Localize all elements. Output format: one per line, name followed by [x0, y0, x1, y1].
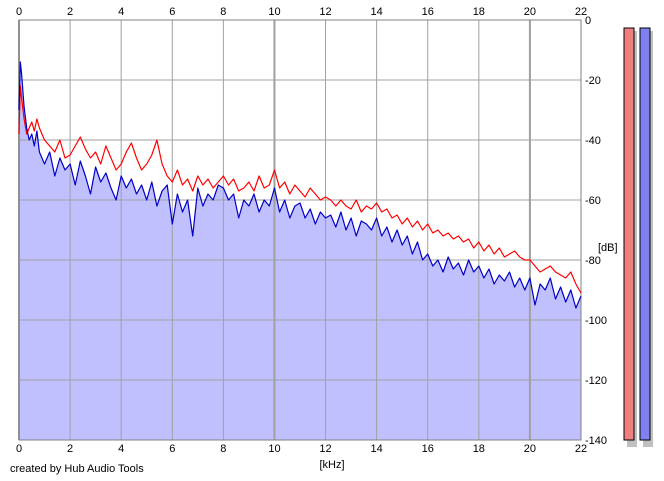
x-axis-label: [kHz]	[319, 459, 344, 471]
x-tick-label-bottom: 6	[169, 443, 175, 455]
x-tick-label-top: 22	[575, 6, 587, 18]
y-tick-label: 0	[585, 15, 591, 27]
x-tick-label-top: 14	[371, 6, 383, 18]
y-tick-label: -100	[585, 315, 607, 327]
y-tick-label: -20	[585, 75, 601, 87]
x-tick-label-bottom: 18	[473, 443, 485, 455]
x-tick-label-top: 18	[473, 6, 485, 18]
left-channel-line	[18, 85, 582, 294]
x-tick-label-bottom: 22	[575, 443, 587, 455]
plot-border	[18, 19, 582, 441]
x-tick-label-bottom: 20	[524, 443, 536, 455]
x-tick-label-top: 12	[319, 6, 331, 18]
x-tick-label-top: 6	[169, 6, 175, 18]
level-meters	[623, 27, 653, 447]
spectrum-fill	[19, 62, 581, 440]
x-tick-label-bottom: 12	[319, 443, 331, 455]
y-tick-label: -80	[585, 255, 601, 267]
y-tick-label: -120	[585, 375, 607, 387]
y-tick-label: -60	[585, 195, 601, 207]
right-channel-line	[18, 61, 582, 309]
x-tick-label-top: 8	[220, 6, 226, 18]
y-tick-label: -40	[585, 135, 601, 147]
x-tick-label-top: 4	[118, 6, 124, 18]
level-meter-right	[639, 27, 651, 441]
y-axis-label: [dB]	[598, 242, 618, 254]
y-tick-label: -140	[585, 435, 607, 447]
x-tick-label-bottom: 4	[118, 443, 124, 455]
x-tick-label-bottom: 10	[268, 443, 280, 455]
x-tick-label-top: 20	[524, 6, 536, 18]
x-tick-label-bottom: 14	[371, 443, 383, 455]
x-tick-label-bottom: 16	[422, 443, 434, 455]
x-tick-label-top: 0	[16, 6, 22, 18]
x-tick-label-top: 10	[268, 6, 280, 18]
x-tick-label-top: 2	[67, 6, 73, 18]
x-tick-label-top: 16	[422, 6, 434, 18]
x-tick-label-bottom: 8	[220, 443, 226, 455]
x-tick-label-bottom: 0	[16, 443, 22, 455]
x-tick-label-bottom: 2	[67, 443, 73, 455]
level-meter-left	[623, 27, 635, 441]
credit-text: created by Hub Audio Tools	[10, 463, 144, 475]
